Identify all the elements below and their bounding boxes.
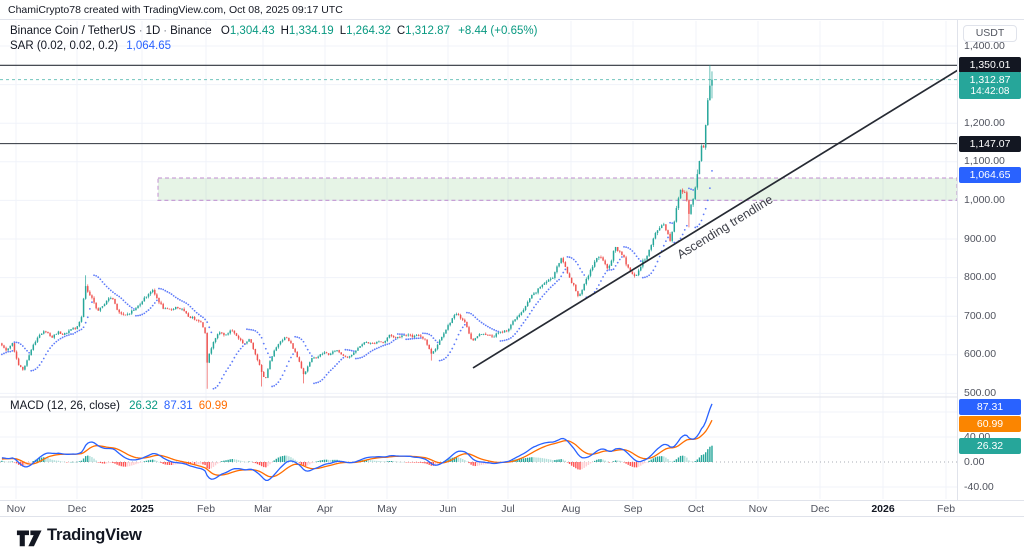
- time-tick-label: 2025: [130, 503, 154, 515]
- time-axis[interactable]: Nov Dec 2025 Feb Mar Apr May Jun Jul Aug Sep Oct Nov…: [0, 500, 1024, 517]
- axis-price-badge: 1,064.65: [959, 167, 1021, 184]
- axis-tick-label: 1,000.00: [964, 193, 1005, 206]
- candles-group: [1, 65, 713, 389]
- ascending-trendline: [472, 69, 957, 369]
- axis-tick-label: 900.00: [964, 232, 997, 245]
- time-tick-label: Nov: [6, 503, 26, 515]
- time-tick-label: Oct: [687, 503, 705, 515]
- legend-separator: ·: [138, 25, 143, 37]
- exchange-label[interactable]: Binance: [170, 25, 212, 37]
- axis-price-badge: 1,350.01: [959, 57, 1021, 74]
- macd-label[interactable]: MACD (12, 26, close): [10, 400, 120, 412]
- time-tick-label: Apr: [316, 503, 334, 515]
- macd-legend-value: 60.99: [198, 400, 228, 412]
- time-tick-label: Jun: [439, 503, 457, 515]
- countdown-timer: 14:42:08: [970, 85, 1010, 97]
- symbol-title[interactable]: Binance Coin / TetherUS: [10, 25, 136, 37]
- ohlc-values: O1,304.43 H1,334.19 L1,264.32 C1,312.87: [215, 25, 450, 37]
- time-tick-label: Mar: [253, 503, 273, 515]
- time-tick-label: Jul: [501, 503, 515, 515]
- axis-tick-label: 1,200.00: [964, 116, 1005, 129]
- time-tick-label: Aug: [561, 503, 581, 515]
- axis-tick-label: 700.00: [964, 309, 997, 322]
- axis-tick-label: 1,100.00: [964, 155, 1005, 168]
- tradingview-brand-text[interactable]: TradingView: [47, 526, 142, 544]
- footer-bar: TradingView: [0, 518, 1024, 555]
- time-tick-label: 2026: [871, 503, 895, 515]
- supply-zone: [157, 177, 957, 201]
- sar-legend[interactable]: SAR (0.02, 0.02, 0.2) 1,064.65: [10, 40, 171, 52]
- ohlc-value: 1,264.32: [346, 25, 391, 37]
- macd-lines-group: [1, 403, 713, 482]
- ohlc-label: C: [396, 25, 406, 37]
- time-tick-label: Dec: [67, 503, 87, 515]
- ohlc-label: L: [339, 25, 347, 37]
- axis-price-badge: 87.31: [959, 399, 1021, 416]
- change-value: +8.44 (+0.65%): [458, 25, 538, 37]
- ohlc-value: 1,312.87: [405, 25, 450, 37]
- sar-label[interactable]: SAR (0.02, 0.02, 0.2): [10, 40, 119, 52]
- axis-tick-label: 800.00: [964, 271, 997, 284]
- ohlc-label: O: [220, 25, 230, 37]
- axis-tick-label: 600.00: [964, 348, 997, 361]
- axis-tick-label: 0.00: [964, 455, 985, 468]
- macd-legend-value: 26.32: [129, 400, 158, 412]
- time-tick-label: May: [377, 503, 397, 515]
- macd-legend[interactable]: MACD (12, 26, close) 26.32 87.31 60.99: [10, 400, 227, 412]
- macd-legend-value: 87.31: [163, 400, 193, 412]
- symbol-legend[interactable]: Binance Coin / TetherUS · 1D · Binance O1,30…: [10, 25, 537, 37]
- macd-legend-values: 26.32 87.31 60.99: [123, 400, 227, 412]
- time-tick-label: Nov: [748, 503, 768, 515]
- ohlc-value: 1,334.19: [288, 25, 334, 37]
- tradingview-logo-icon[interactable]: [16, 525, 42, 549]
- legend-separator: ·: [163, 25, 168, 37]
- time-tick-label: Feb: [936, 503, 956, 515]
- axis-price-badge: 60.99: [959, 415, 1021, 432]
- sar-dots-group: [0, 170, 713, 390]
- grid-lines: [0, 21, 957, 499]
- macd-main-line: [1, 403, 713, 482]
- currency-toggle-button[interactable]: USDT: [963, 25, 1017, 42]
- time-tick-label: Sep: [623, 503, 643, 515]
- interval-label[interactable]: 1D: [145, 25, 161, 37]
- chart-surface[interactable]: [0, 0, 957, 517]
- axis-separator: [957, 20, 958, 517]
- axis-tick-label: 500.00: [964, 386, 997, 399]
- time-tick-label: Dec: [810, 503, 830, 515]
- attribution-text: ChamiCrypto78 created with TradingView.c…: [8, 4, 343, 16]
- axis-price-badge: 1,147.07: [959, 135, 1021, 152]
- time-tick-label: Feb: [196, 503, 216, 515]
- sar-value: 1,064.65: [126, 40, 172, 52]
- attribution-bar: ChamiCrypto78 created with TradingView.c…: [0, 0, 1024, 20]
- ohlc-label: H: [280, 25, 289, 37]
- axis-price-badge: 1,312.87 14:42:08: [959, 71, 1021, 99]
- ohlc-value: 1,304.43: [229, 25, 275, 37]
- axis-tick-label: -40.00: [964, 480, 994, 493]
- axis-tick-label: 40.00: [964, 430, 991, 443]
- axis-price-badge: 26.32: [959, 437, 1021, 454]
